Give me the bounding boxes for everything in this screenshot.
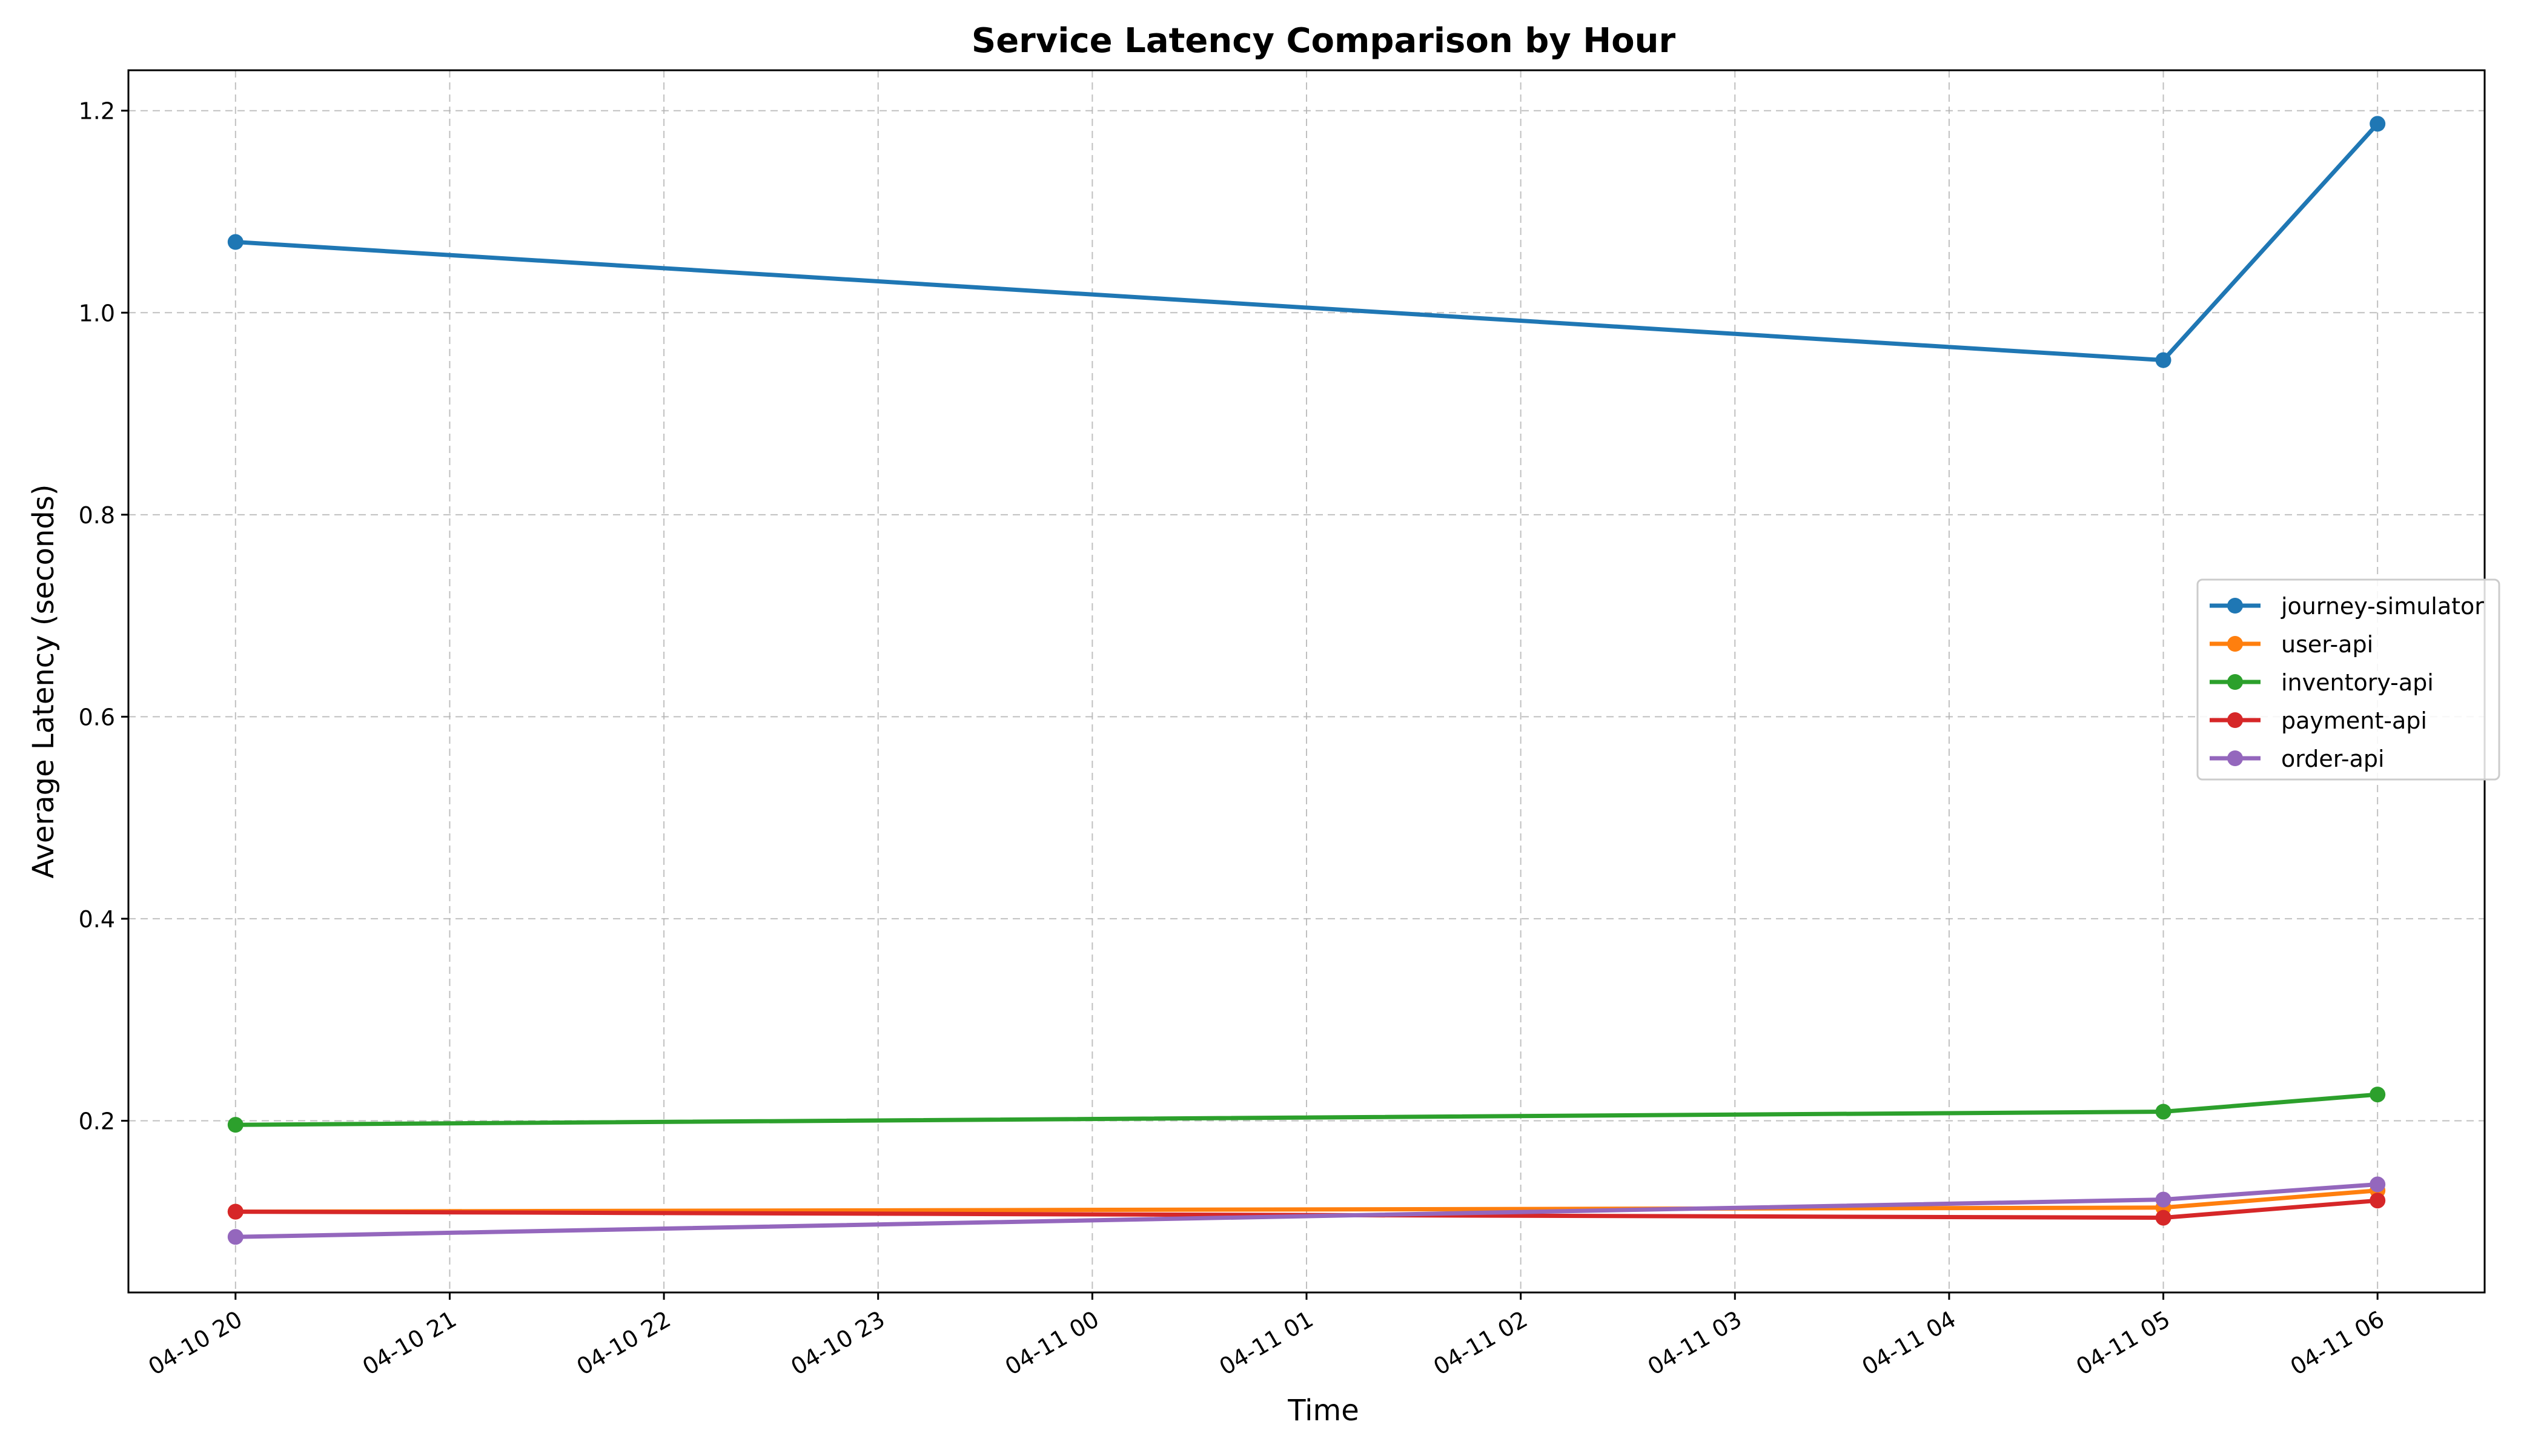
legend-label-order-api: order-api bbox=[2281, 746, 2385, 772]
y-axis-label: Average Latency (seconds) bbox=[27, 485, 61, 879]
series-payment-api bbox=[227, 1193, 2386, 1226]
grid-lines bbox=[128, 70, 2485, 1292]
legend-label-user-api: user-api bbox=[2281, 631, 2373, 658]
y-tick-label: 1.2 bbox=[79, 98, 115, 125]
y-axis-ticks: 0.2 0.4 0.6 0.8 1.0 1.2 bbox=[79, 98, 128, 1134]
y-tick-label: 0.6 bbox=[79, 704, 115, 730]
legend-label-payment-api: payment-api bbox=[2281, 707, 2427, 734]
legend-box bbox=[2196, 578, 2500, 781]
legend-marker-inventory-api bbox=[2227, 674, 2243, 690]
x-axis-label: Time bbox=[1287, 1394, 1359, 1428]
data-point-payment-api bbox=[227, 1203, 243, 1220]
series-order-api bbox=[227, 1176, 2386, 1245]
y-tick-label: 0.2 bbox=[79, 1108, 115, 1134]
legend: journey-simulator user-api inventory-api pa… bbox=[2196, 578, 2500, 781]
legend-entries: journey-simulator user-api inventory-api pa… bbox=[2210, 593, 2484, 772]
y-tick-label: 1.0 bbox=[79, 300, 115, 326]
legend-label-journey-simulator: journey-simulator bbox=[2281, 593, 2484, 620]
data-point-inventory-api bbox=[2370, 1087, 2386, 1103]
data-point-journey-simulator bbox=[227, 234, 243, 250]
data-point-payment-api bbox=[2370, 1193, 2386, 1209]
legend-marker-order-api bbox=[2227, 750, 2243, 766]
series-lines bbox=[227, 116, 2386, 1245]
data-point-journey-simulator bbox=[2155, 352, 2171, 368]
legend-label-inventory-api: inventory-api bbox=[2281, 669, 2434, 696]
data-point-order-api bbox=[2155, 1191, 2171, 1208]
chart-title: Service Latency Comparison by Hour bbox=[972, 21, 1676, 61]
series-journey-simulator bbox=[227, 116, 2386, 368]
legend-marker-journey-simulator bbox=[2227, 598, 2243, 614]
legend-marker-payment-api bbox=[2227, 712, 2243, 728]
data-point-journey-simulator bbox=[2370, 116, 2386, 132]
series-inventory-api bbox=[227, 1087, 2386, 1133]
data-point-order-api bbox=[2370, 1176, 2386, 1193]
data-point-order-api bbox=[227, 1229, 243, 1245]
legend-marker-user-api bbox=[2227, 636, 2243, 652]
y-tick-label: 0.8 bbox=[79, 502, 115, 529]
data-point-inventory-api bbox=[2155, 1104, 2171, 1120]
data-point-inventory-api bbox=[227, 1117, 243, 1133]
y-tick-label: 0.4 bbox=[79, 906, 115, 933]
data-point-payment-api bbox=[2155, 1209, 2171, 1226]
